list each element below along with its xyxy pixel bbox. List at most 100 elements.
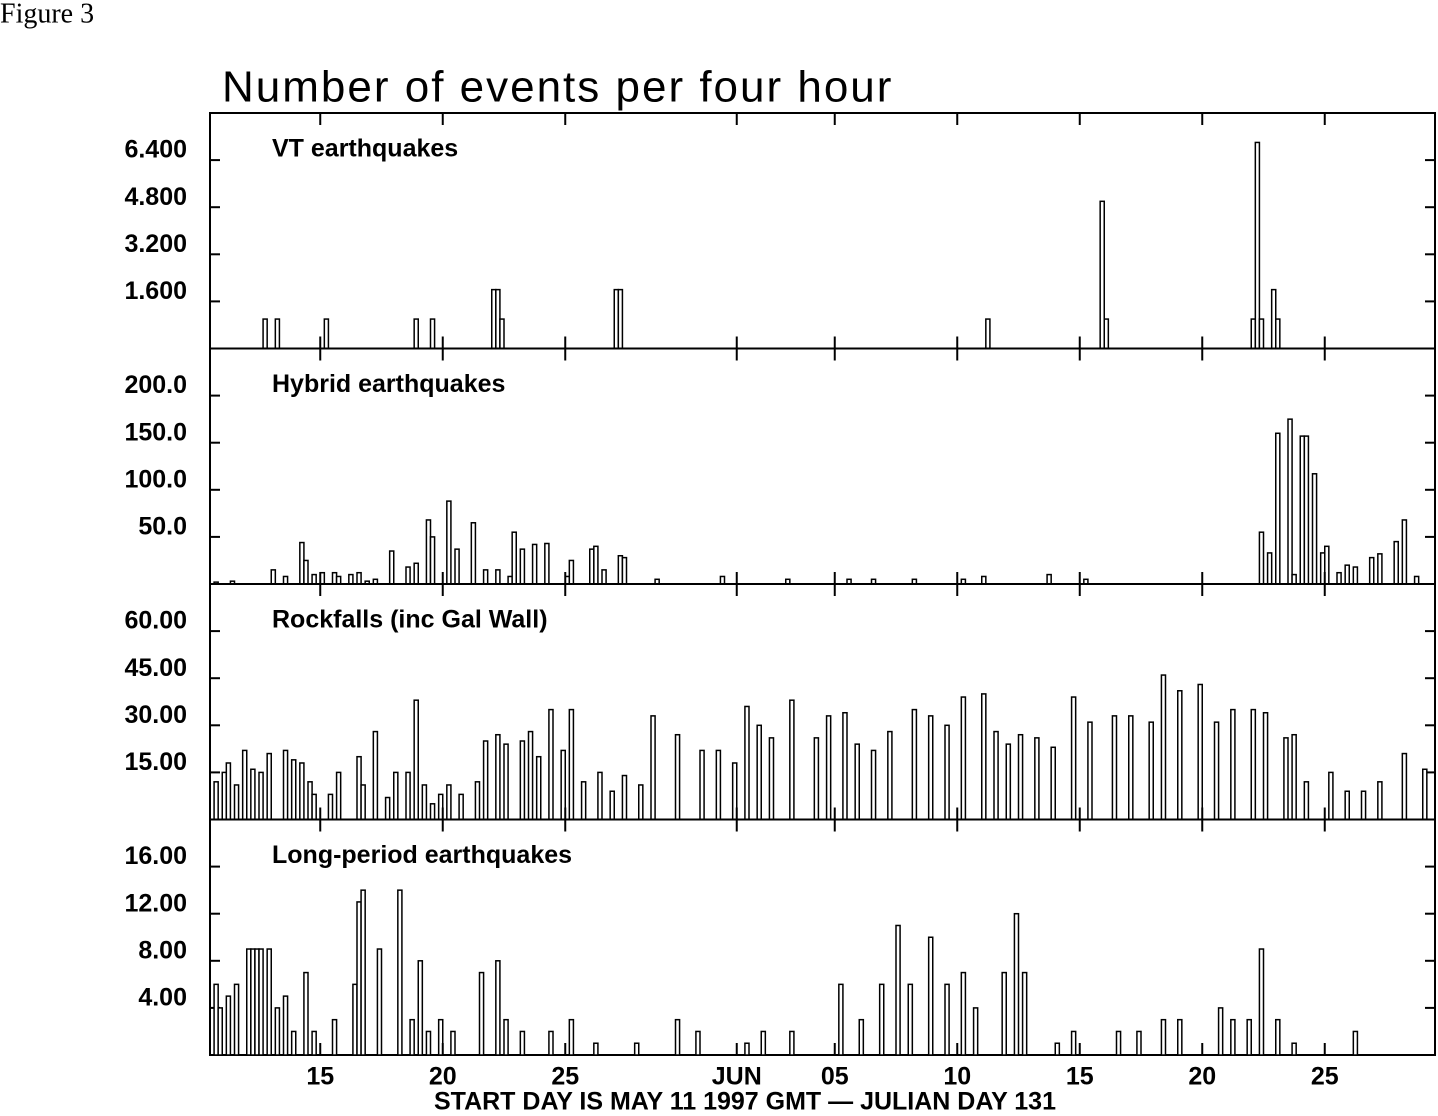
bar xyxy=(568,708,575,821)
bar xyxy=(417,960,424,1056)
bar xyxy=(1230,708,1236,821)
bar xyxy=(1287,418,1293,585)
bar xyxy=(548,708,554,821)
bar xyxy=(1258,948,1265,1056)
bar xyxy=(225,995,232,1056)
bar xyxy=(548,1030,554,1056)
bar xyxy=(303,559,309,585)
bar xyxy=(887,730,893,821)
bar xyxy=(429,803,436,821)
bar xyxy=(437,1018,444,1056)
y-tick-label: 6.400 xyxy=(124,136,187,164)
bar xyxy=(356,571,362,585)
bar xyxy=(225,762,232,821)
bar xyxy=(413,318,419,350)
bar xyxy=(1250,708,1257,821)
bar xyxy=(274,318,281,350)
bar xyxy=(282,575,289,585)
y-tick-label: 3.200 xyxy=(124,230,187,258)
bar xyxy=(719,575,726,585)
bar xyxy=(327,793,334,821)
bar xyxy=(1213,721,1220,821)
bar xyxy=(241,749,248,821)
bar xyxy=(825,715,832,821)
bar xyxy=(744,1042,750,1056)
y-tick-label: 4.00 xyxy=(138,984,187,1012)
bar xyxy=(1275,1018,1281,1056)
panel-title: VT earthquakes xyxy=(272,135,458,163)
bar xyxy=(544,542,550,585)
bar xyxy=(907,983,914,1056)
bar xyxy=(1177,1018,1183,1056)
bar xyxy=(1217,1007,1224,1056)
y-tick-label: 4.800 xyxy=(124,183,187,211)
bar xyxy=(1266,552,1273,585)
bar xyxy=(311,793,317,821)
panel-title: Hybrid earthquakes xyxy=(272,370,505,398)
bar xyxy=(981,575,987,585)
figure-caption: Figure 3 xyxy=(0,0,94,29)
bar xyxy=(674,733,681,821)
bar xyxy=(960,696,967,821)
bar xyxy=(482,569,489,585)
bar xyxy=(348,573,354,585)
bar xyxy=(1115,1030,1122,1056)
bar xyxy=(446,784,452,821)
bar xyxy=(1303,435,1310,585)
x-axis-label: START DAY IS MAY 11 1997 GMT — JULIAN DA… xyxy=(434,1088,1056,1116)
bar xyxy=(768,737,775,821)
bar xyxy=(258,771,264,821)
bar xyxy=(495,960,501,1056)
bar xyxy=(282,749,289,821)
bar xyxy=(760,1030,767,1056)
bar xyxy=(1413,575,1420,585)
bar xyxy=(1054,1042,1061,1056)
bar xyxy=(1344,790,1350,821)
bar xyxy=(495,733,501,821)
bar xyxy=(299,762,305,821)
bar xyxy=(450,1030,456,1056)
bar xyxy=(1013,912,1020,1056)
y-tick-label: 150.0 xyxy=(124,418,187,446)
bar xyxy=(638,784,644,821)
bar xyxy=(1070,1030,1077,1056)
bar xyxy=(1258,318,1265,350)
bar xyxy=(1148,721,1154,821)
bar xyxy=(927,715,934,821)
bar xyxy=(233,983,240,1056)
bar xyxy=(1291,733,1297,821)
y-tick-label: 45.00 xyxy=(124,654,187,682)
bar xyxy=(715,749,722,821)
bar xyxy=(1070,696,1077,821)
bar xyxy=(699,749,705,821)
bar xyxy=(1275,318,1281,350)
bar xyxy=(1197,683,1203,821)
bar xyxy=(1393,540,1399,585)
bar xyxy=(397,889,403,1056)
bar xyxy=(1160,1018,1167,1056)
y-tick-label: 12.00 xyxy=(124,889,187,917)
bar xyxy=(1160,674,1167,821)
bar xyxy=(384,796,391,821)
bar xyxy=(511,531,518,585)
bar xyxy=(360,889,366,1056)
bar xyxy=(482,740,489,821)
bar xyxy=(1050,746,1056,821)
x-tick-label: 25 xyxy=(1311,1063,1339,1091)
bar xyxy=(1034,737,1040,821)
bar xyxy=(1352,566,1359,585)
bar xyxy=(425,1030,432,1056)
bar xyxy=(1401,752,1408,821)
y-tick-label: 16.00 xyxy=(124,842,187,870)
bar xyxy=(1422,768,1428,821)
bar xyxy=(217,1007,224,1056)
bar xyxy=(674,1018,681,1056)
bar xyxy=(944,983,950,1056)
bar xyxy=(290,759,297,821)
bar xyxy=(1128,715,1134,821)
bar xyxy=(1344,564,1350,585)
bar xyxy=(1254,141,1261,350)
bar xyxy=(274,1007,281,1056)
bar xyxy=(388,550,395,585)
